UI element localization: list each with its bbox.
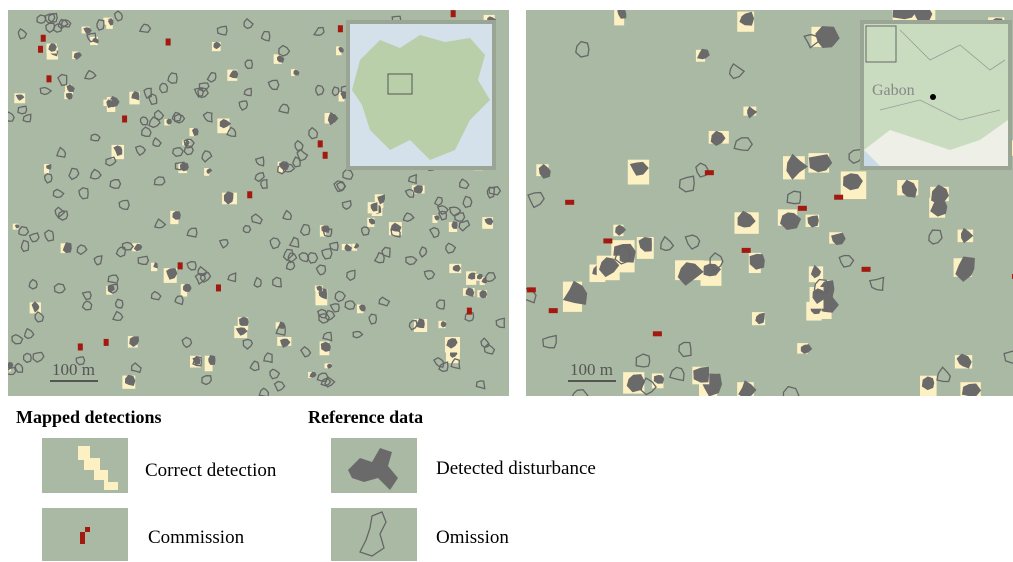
commission [46,75,51,82]
commission [338,25,343,32]
commission [178,262,183,269]
legend-swatch [331,508,417,561]
commission [41,35,46,42]
commission [216,284,221,291]
scale-label: 100 m [52,360,95,379]
inset-right: Gabon [862,22,1010,168]
inset-label: Gabon [872,82,915,99]
commission [166,39,171,46]
commission-symbol [85,527,90,532]
commission [38,46,43,53]
commission [862,267,871,272]
commission [834,195,843,200]
commission [653,331,662,336]
commission [527,287,536,292]
legend-label: Correct detection [145,460,277,481]
commission [122,115,127,122]
commission [323,152,328,159]
commission [451,10,456,17]
commission-symbol [80,532,85,544]
inset-left [348,22,494,168]
commission [318,140,323,147]
commission [742,248,751,253]
legend-title: Mapped detections [16,407,162,427]
commission [467,308,472,315]
legend-label: Commission [148,527,245,548]
legend-title: Reference data [308,407,423,427]
commission [603,238,612,243]
figure: Gabon 100 m 100 m Mapped detections Refe… [0,0,1013,562]
commission [565,200,574,205]
commission [705,170,714,175]
legend-label: Detected disturbance [436,458,596,479]
scale-bar-left: 100 m [50,360,98,381]
commission [78,343,83,350]
commission [549,308,558,313]
commission [798,206,807,211]
commission [247,191,252,198]
commission [104,339,109,346]
scale-bar-right: 100 m [568,360,616,381]
legend-label: Omission [436,527,509,548]
scale-label: 100 m [570,360,613,379]
